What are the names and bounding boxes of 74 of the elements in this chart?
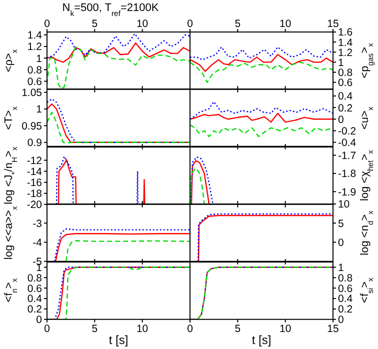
- y2-tick-label: 0.6: [338, 283, 353, 294]
- y-tick-label: 0.4: [27, 294, 42, 305]
- y2-tick-label: 1.4: [338, 38, 353, 49]
- x-tick-label: 10: [279, 323, 292, 334]
- line-series: [54, 233, 190, 262]
- y2-tick-label: 1.2: [338, 48, 353, 59]
- line-series: [47, 112, 190, 144]
- line-series: [190, 102, 333, 120]
- y2-tick-label: -1.8: [338, 168, 356, 180]
- line-series: [190, 54, 333, 72]
- y-tick-label: -14: [26, 166, 42, 178]
- y-tick-label: 0.9: [27, 138, 42, 150]
- y2-tick-label: 0.4: [338, 92, 353, 104]
- y-tick-label: 0.8: [27, 272, 42, 284]
- y2-tick-label: 1: [338, 58, 344, 69]
- line-series: [65, 240, 190, 262]
- x-tick-label: 5: [92, 323, 98, 334]
- y-tick-label: 0.8: [27, 65, 42, 76]
- line-series: [190, 46, 333, 60]
- y-tick-label: -16: [26, 178, 42, 189]
- y2-tick-label: 0: [338, 314, 344, 326]
- y2-tick-label: 10: [338, 200, 350, 211]
- line-series: [54, 228, 190, 262]
- y-tick-label: -3: [32, 219, 42, 230]
- y-tick-label: 0.2: [27, 304, 42, 316]
- line-series: [190, 167, 205, 204]
- x-tick-label: 10: [136, 323, 148, 334]
- y2-tick-label: 0.2: [338, 104, 353, 115]
- x-tick-label: 15: [327, 323, 339, 334]
- y2-tick-label: 5: [338, 219, 344, 230]
- y-tick-label: -12: [26, 156, 42, 167]
- y-tick-label: 1: [36, 54, 42, 65]
- y2-tick-label: 0.6: [338, 78, 353, 90]
- line-series: [190, 124, 333, 138]
- y2-tick-label: -1.7: [338, 150, 356, 162]
- x2-tick-label: 5: [92, 19, 98, 30]
- y2-tick-label: -0.4: [338, 138, 356, 150]
- y2-tick-label: -0.2: [338, 126, 356, 138]
- x2-tick-label: 10: [136, 19, 148, 30]
- x2-tick-label: 15: [327, 19, 339, 30]
- x-tick-label: 0: [44, 323, 50, 334]
- y-tick-label: 0.6: [27, 77, 42, 88]
- y2-tick-label: 0: [338, 115, 344, 126]
- chart-title: N$_{k}$=500, T$_{ref}$=2100K: [62, 2, 160, 18]
- line-series: [190, 160, 210, 204]
- x-axis-title: t [s]: [252, 333, 272, 347]
- y2-tick-label: -1.9: [338, 187, 356, 198]
- y2-tick-label: 0: [338, 238, 344, 250]
- y-tick-label: 1.4: [27, 30, 42, 42]
- y2-tick-label: 1: [338, 262, 344, 274]
- line-series: [190, 113, 333, 124]
- y-tick-label: -4: [32, 238, 42, 250]
- y-tick-label: 0: [36, 314, 42, 326]
- y-tick-label: -20: [26, 200, 42, 211]
- line-series: [47, 42, 190, 63]
- y2-tick-label: 0.2: [338, 304, 353, 316]
- x2-tick-label: 0: [44, 19, 50, 30]
- y2-tick-label: 0.4: [338, 294, 353, 305]
- x-tick-label: 5: [234, 323, 241, 334]
- x-tick-label: 0: [187, 323, 194, 334]
- line-series: [190, 156, 214, 204]
- y-tick-label: 0.95: [22, 122, 42, 133]
- x-axis-title: t [s]: [108, 333, 128, 347]
- y2-tick-label: 0.8: [338, 68, 353, 79]
- y-tick-label: -18: [26, 188, 42, 200]
- y-tick-label: 0.6: [27, 283, 42, 294]
- y-tick-label: 1.05: [22, 88, 42, 100]
- y2-tick-label: 0.8: [338, 272, 353, 284]
- x2-tick-label: 5: [234, 19, 241, 30]
- y-tick-label: 1: [36, 105, 42, 116]
- y-tick-label: 1.2: [27, 42, 42, 54]
- y2-tick-label: 1.6: [338, 28, 353, 39]
- x2-tick-label: 0: [187, 19, 194, 30]
- x2-tick-label: 10: [279, 19, 292, 30]
